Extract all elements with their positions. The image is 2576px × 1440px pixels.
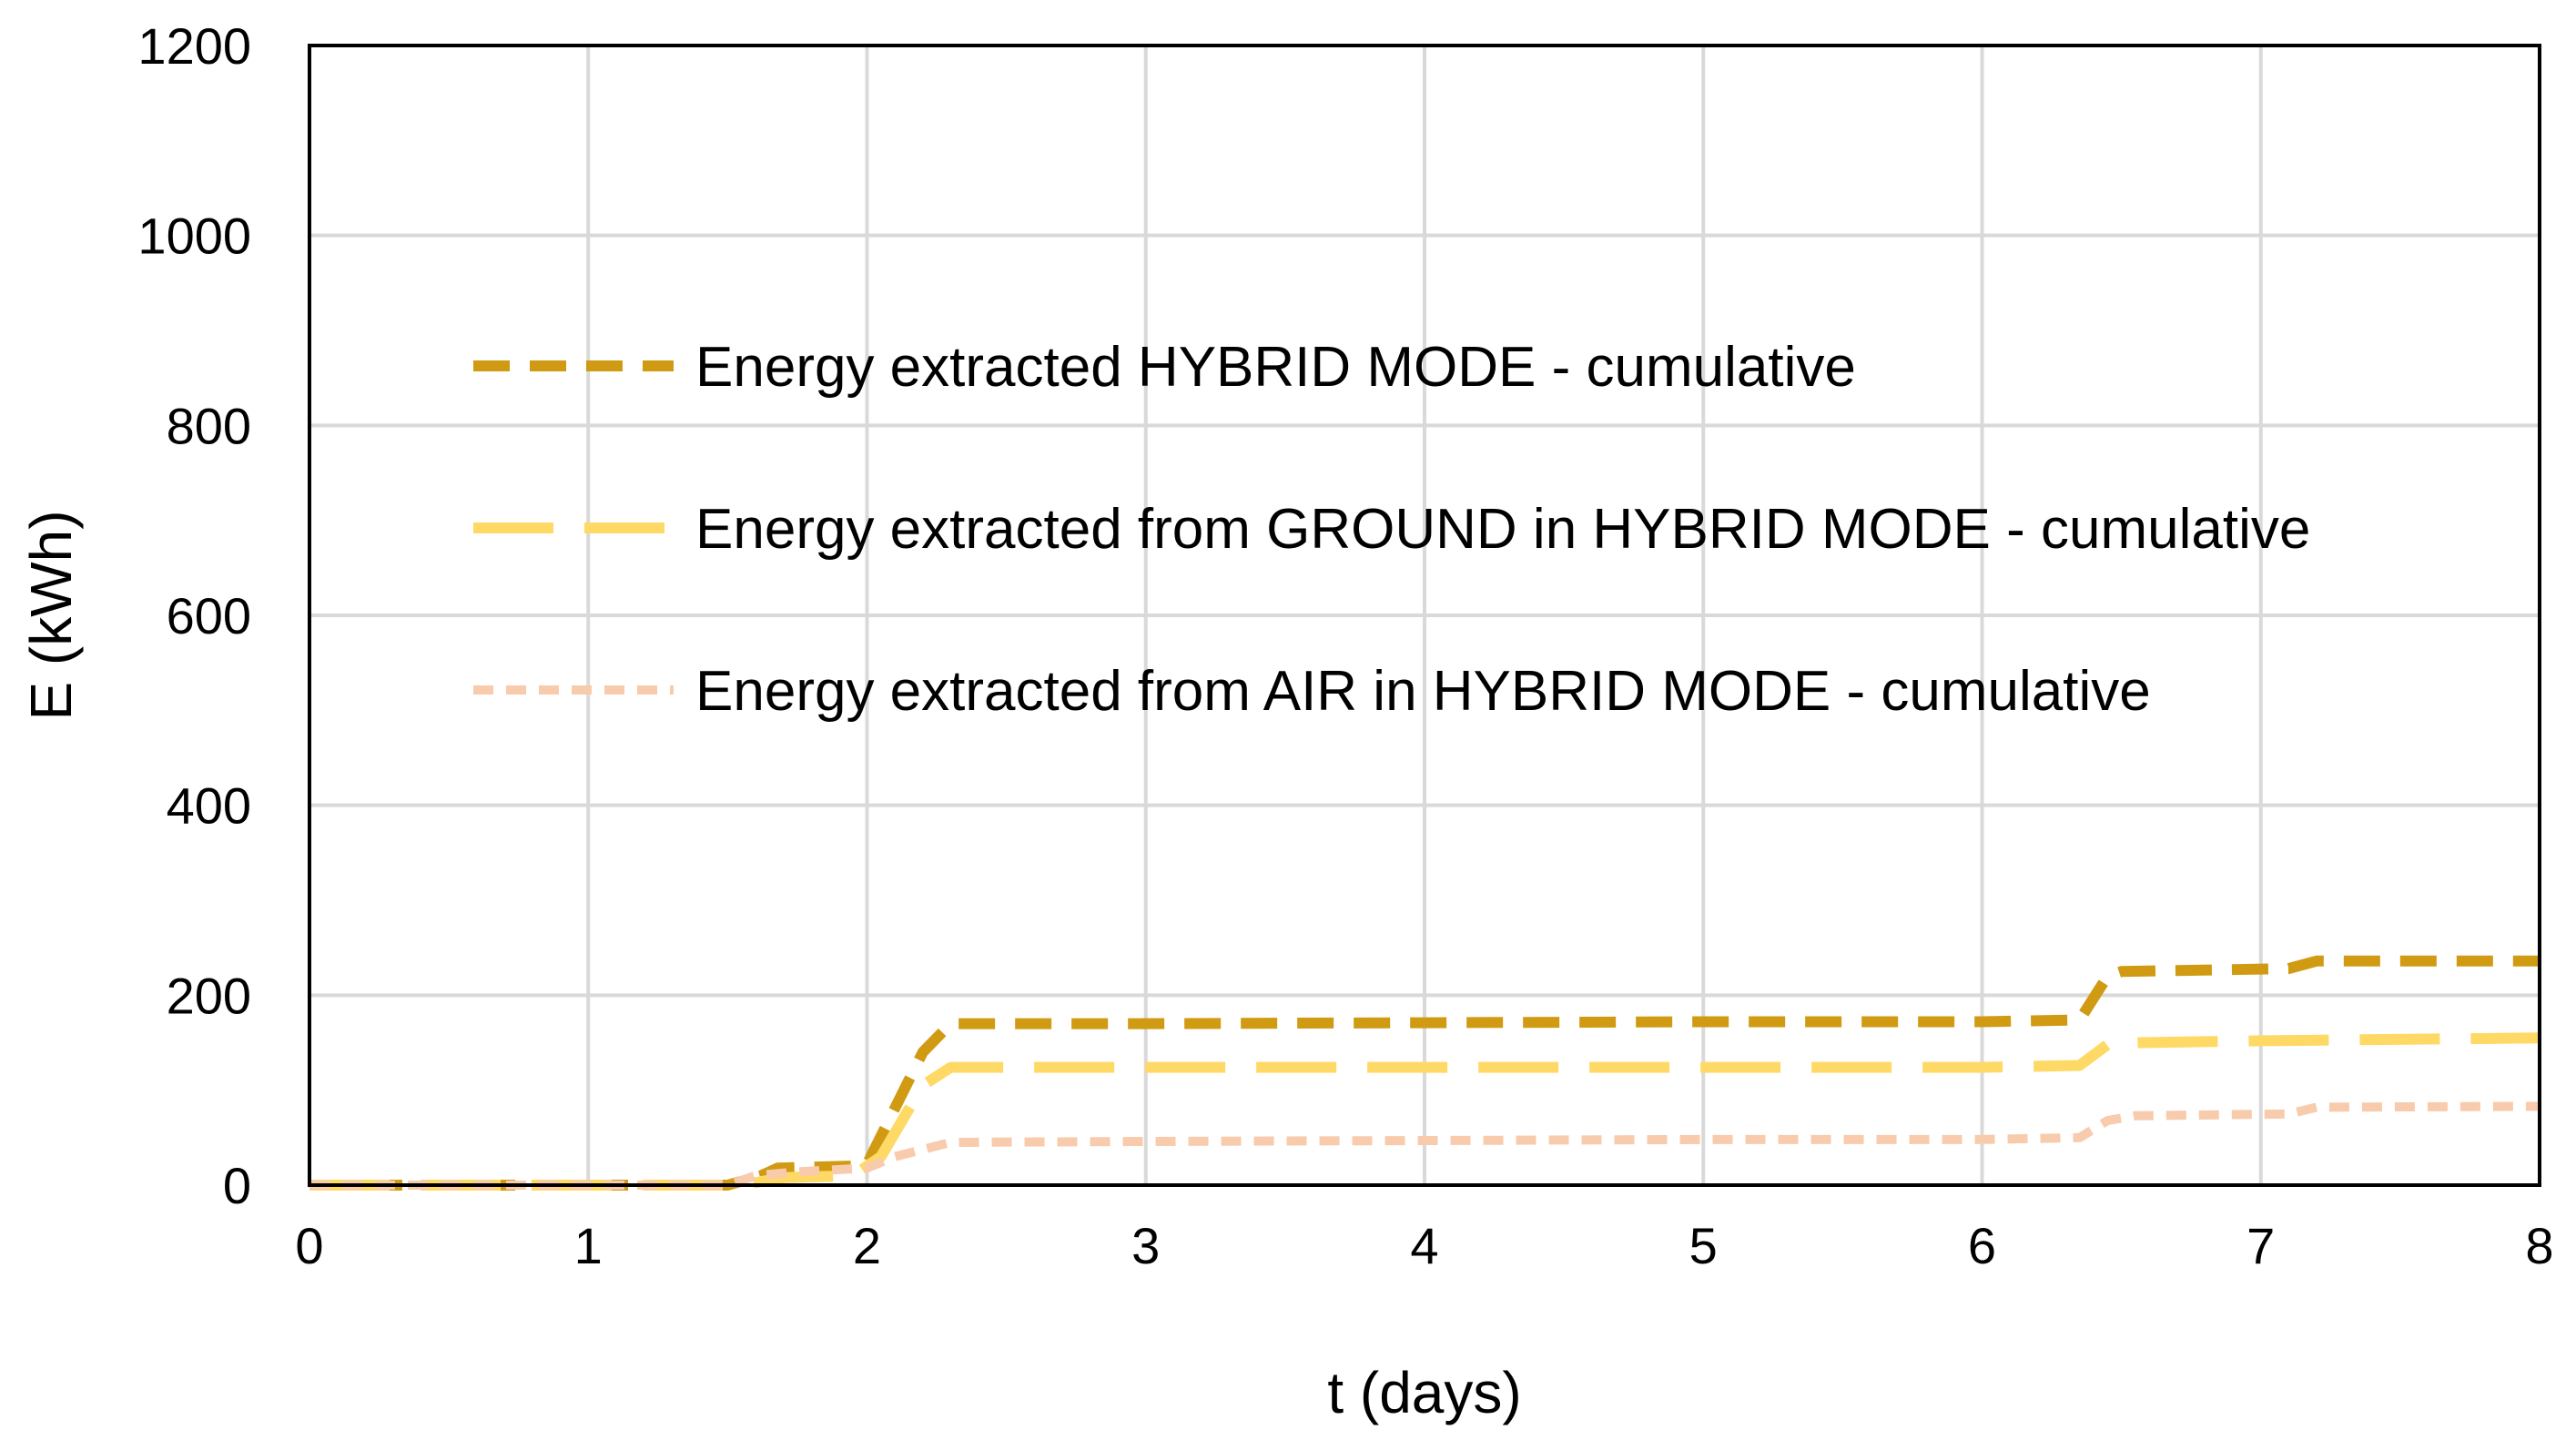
x-tick-label: 3	[1131, 1217, 1160, 1274]
y-tick-label: 0	[223, 1157, 251, 1214]
y-axis-title: E (kWh)	[18, 510, 84, 720]
x-tick-label: 8	[2525, 1217, 2553, 1274]
legend: Energy extracted HYBRID MODE - cumulativ…	[473, 336, 2310, 723]
series-lines	[309, 955, 2541, 1191]
y-tick-label: 600	[167, 587, 251, 644]
y-tick-label: 800	[167, 397, 251, 454]
x-tick-label: 7	[2246, 1217, 2275, 1274]
series-line-2	[309, 1032, 2541, 1191]
series-line-3	[309, 1101, 2541, 1190]
legend-label-3: Energy extracted from AIR in HYBRID MODE…	[695, 660, 2151, 723]
series-line-1	[309, 955, 2540, 1191]
x-axis-title: t (days)	[1327, 1360, 1521, 1425]
plot-area-frame	[308, 44, 2541, 1187]
x-tick-label: 1	[574, 1217, 603, 1274]
y-tick-label: 200	[167, 967, 251, 1024]
x-tick-label: 2	[853, 1217, 881, 1274]
x-tick-label: 6	[1968, 1217, 1996, 1274]
y-tick-label: 400	[167, 777, 251, 835]
legend-label-1: Energy extracted HYBRID MODE - cumulativ…	[695, 336, 1856, 399]
y-tick-label: 1200	[137, 17, 251, 75]
x-tick-label: 4	[1410, 1217, 1438, 1274]
x-tick-label: 0	[295, 1217, 323, 1274]
y-tick-label: 1000	[137, 208, 251, 265]
x-tick-label: 5	[1689, 1217, 1718, 1274]
tick-labels: 0 1 2 3 4 5 6 7 8 0 200 400 600 800 1000 1200	[137, 17, 2553, 1274]
legend-label-2: Energy extracted from GROUND in HYBRID M…	[695, 498, 2310, 561]
